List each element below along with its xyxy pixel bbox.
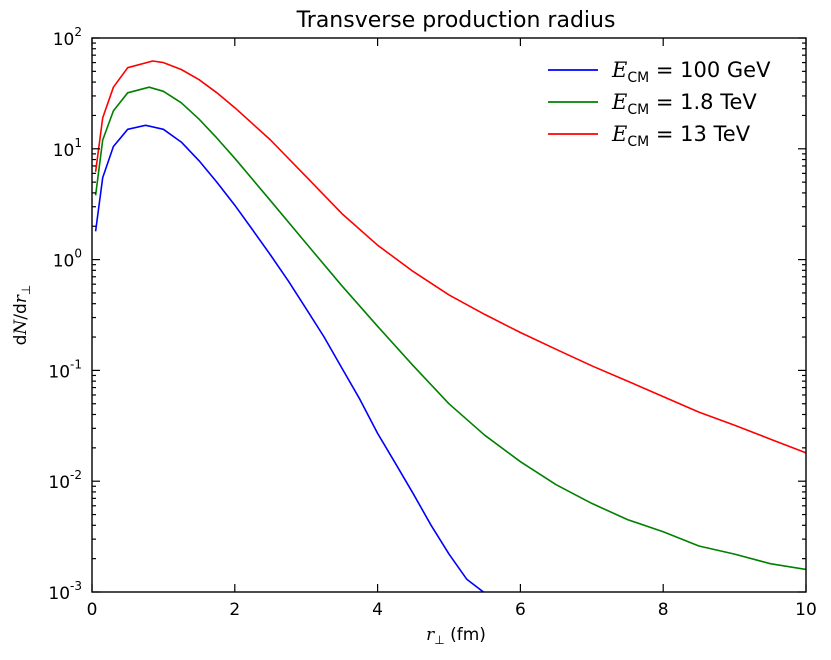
x-tick-label: 8 [658,600,669,620]
y-tick-label: 10-2 [48,468,82,493]
x-axis-label-var: r [426,625,435,645]
y-tick-label: 10-1 [48,357,82,382]
legend-label-0: ECM = 100 GeV [611,58,771,86]
x-axis-label-sub: ⊥ [434,633,444,647]
y-axis-label-r: r [11,294,31,303]
y-tick-label: 102 [53,25,82,50]
y-axis-label: dN/dr⊥ [11,285,33,346]
series-layer [94,60,806,592]
legend: ECM = 100 GeV ECM = 1.8 TeV ECM = 13 TeV [548,58,771,150]
ticks-layer: 0 2 4 6 8 10 10-3 10-2 10-1 100 101 102 [48,25,816,620]
y-tick-label: 100 [53,247,82,272]
legend-label-1: ECM = 1.8 TeV [611,90,757,118]
y-tick-label: 10-3 [48,579,82,604]
x-axis-label: r⊥ (fm) [426,625,486,647]
y-tick-label: 101 [53,136,82,161]
plot-frame [91,37,807,593]
x-axis-label-unit: (fm) [445,625,486,645]
series-line-0 [94,124,485,592]
chart-title: Transverse production radius [296,8,616,33]
x-tick-label: 0 [87,600,98,620]
y-axis-label-d1: d [11,335,31,346]
y-axis-label-d2: /d [11,303,31,320]
y-axis-label-sub: ⊥ [19,285,33,295]
x-tick-label: 2 [229,600,240,620]
series-line-2 [94,60,806,454]
x-tick-label: 10 [795,600,817,620]
legend-label-2: ECM = 13 TeV [611,122,751,150]
y-axis-label-N: N [11,319,31,336]
x-tick-label: 4 [372,600,383,620]
series-line-1 [94,86,806,571]
x-tick-label: 6 [515,600,526,620]
